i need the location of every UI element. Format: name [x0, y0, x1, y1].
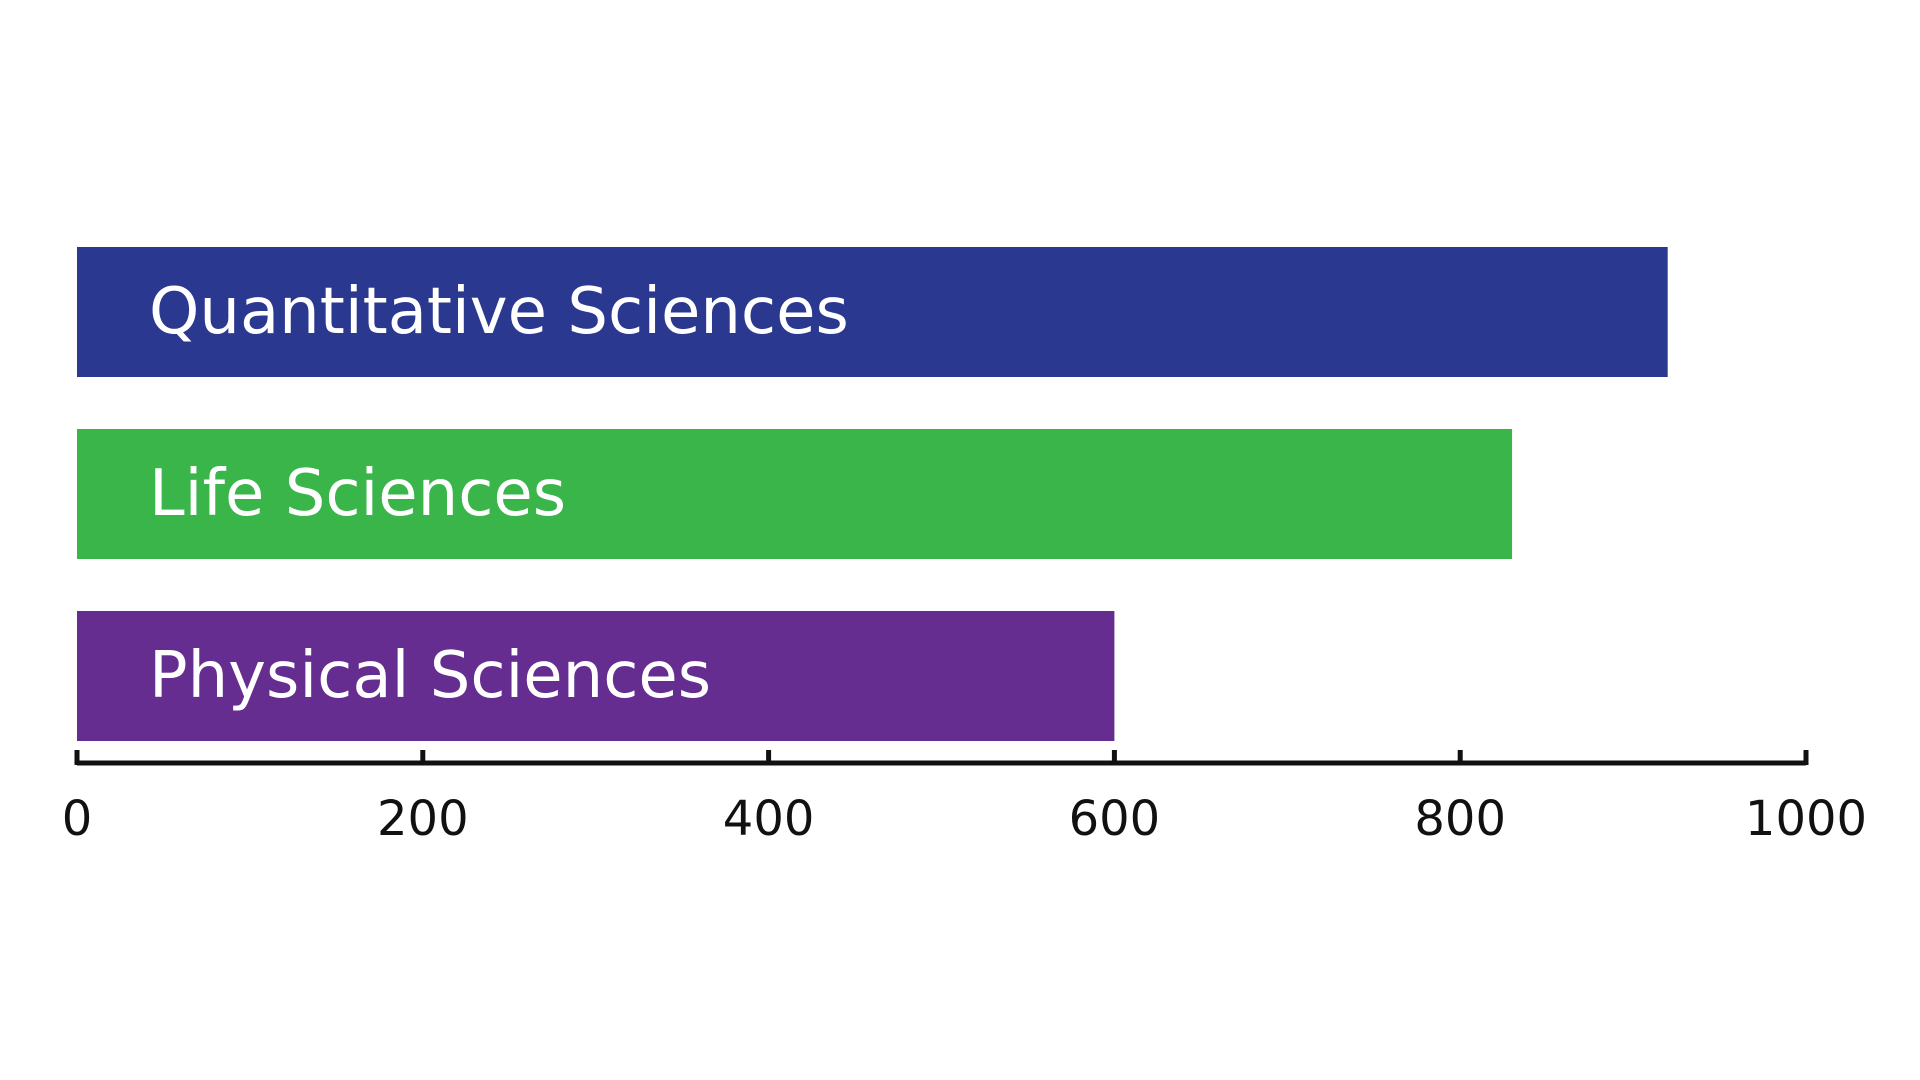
bar-quantitative-sciences: [77, 247, 1668, 377]
bar-label-life-sciences: Life Sciences: [149, 457, 566, 531]
x-tick-label-800: 800: [1414, 791, 1506, 847]
bar-physical-sciences: [77, 611, 1115, 741]
x-tick-label-1000: 1000: [1745, 791, 1867, 847]
x-tick-label-200: 200: [377, 791, 469, 847]
x-axis: 0 200 400 600 800 1000: [62, 750, 1867, 847]
x-tick-label-400: 400: [723, 791, 815, 847]
bars-layer: [77, 247, 1668, 741]
x-tick-label-600: 600: [1069, 791, 1161, 847]
x-tick-label-0: 0: [62, 791, 93, 847]
bar-labels-layer: Quantitative Sciences Life Sciences Physic…: [149, 275, 849, 713]
bar-life-sciences: [77, 429, 1513, 559]
bar-label-quantitative-sciences: Quantitative Sciences: [149, 275, 849, 349]
bar-label-physical-sciences: Physical Sciences: [149, 639, 711, 713]
